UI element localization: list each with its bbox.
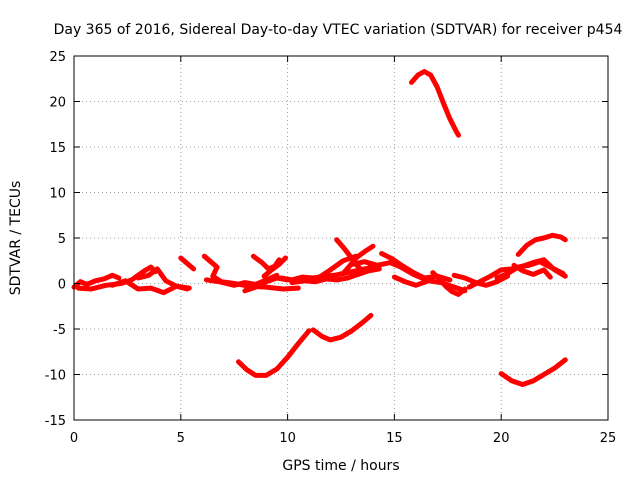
y-axis-label: SDTVAR / TECUs [8, 181, 24, 296]
x-tick-label: 10 [279, 431, 296, 446]
series-trace-4 [135, 266, 192, 291]
series-trace-5 [178, 255, 197, 272]
y-tick-label: 5 [58, 232, 66, 247]
y-tick-label: -10 [45, 369, 66, 384]
series-trace-10 [261, 255, 288, 279]
series-trace-27 [310, 312, 374, 343]
y-tick-label: 15 [49, 141, 66, 156]
y-tick-label: 10 [49, 187, 66, 202]
x-tick-label: 15 [386, 431, 403, 446]
series-trace-20 [451, 272, 511, 288]
series-trace-14 [334, 237, 365, 274]
x-axis-label: GPS time / hours [282, 458, 399, 474]
x-tick-label: 25 [600, 431, 617, 446]
series-trace-2 [75, 264, 158, 292]
y-tick-label: 25 [49, 50, 66, 65]
y-tick-label: 0 [58, 278, 66, 293]
series-trace-12 [289, 266, 382, 286]
y-tick-label: -15 [45, 414, 66, 429]
series-trace-24 [515, 232, 568, 257]
series-trace-26 [236, 328, 312, 378]
plot-series [71, 69, 568, 387]
x-tick-label: 0 [70, 431, 78, 446]
x-tick-label: 20 [493, 431, 510, 446]
x-tick-label: 5 [177, 431, 185, 446]
axis-ticks: 0 5 10 15 20 25 -15 -10 -5 0 5 10 15 20 25 [45, 50, 617, 446]
y-tick-label: 20 [49, 96, 66, 111]
chart-title: Day 365 of 2016, Sidereal Day-to-day VTE… [54, 22, 623, 38]
series-trace-22 [494, 259, 566, 281]
series-trace-18 [391, 274, 468, 294]
series-trace-19 [430, 270, 468, 297]
grid [74, 56, 608, 420]
series-trace-1 [71, 272, 122, 290]
series-trace-23 [511, 262, 553, 280]
series-trace-15 [340, 243, 376, 276]
series-trace-28 [498, 357, 568, 387]
series-trace-25 [409, 69, 461, 138]
y-tick-label: -5 [53, 323, 66, 338]
